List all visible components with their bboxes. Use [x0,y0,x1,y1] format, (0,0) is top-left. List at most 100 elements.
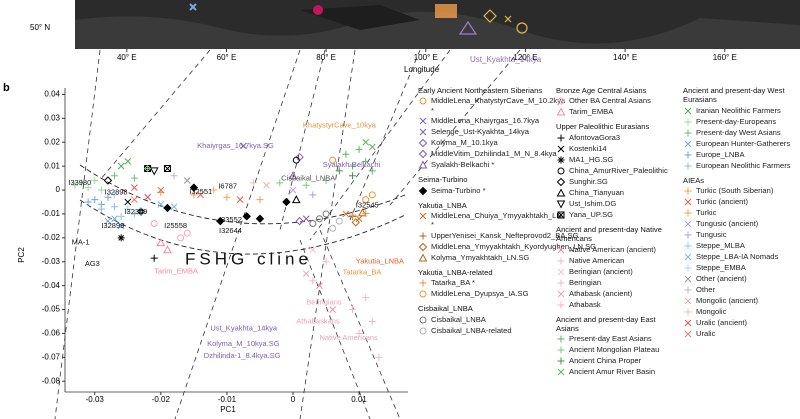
legend-label: Present-day East Asians [569,334,652,344]
legend-marker [684,330,692,338]
legend-marker [684,209,692,217]
legend-label: Ancient Mongolian Plateau [569,345,660,355]
y-tick-label: 0.02 [44,137,60,146]
data-point [309,277,317,285]
legend-label: Tungusic (ancient) [696,219,759,229]
map-marker [458,20,478,35]
data-point [131,196,138,203]
data-point [335,217,343,225]
panel-label: b [3,82,10,94]
legend-item: Tarim_EMBA [556,107,680,117]
legend-marker [556,107,566,116]
legend-marker [684,198,692,206]
legend-label: Turkic (ancient) [696,197,749,207]
data-point [97,186,105,194]
legend-item: Cisbaikal_LNBA [418,315,550,325]
legend-item: Ancient China Proper [556,356,680,366]
cline-label: FSHG cline [185,249,312,268]
legend-label: China_Tianyuan [569,187,625,197]
lon-tick-label: 140° E [613,53,637,62]
legend-group-title: AIEAs [683,175,705,185]
legend-label: European Hunter-Gatherers [696,138,791,148]
legend-swatch [419,128,427,136]
legend-label: Tungusic [696,230,727,240]
legend-swatch [684,140,692,148]
lon-tick-label: 40° E [117,53,137,62]
legend-swatch [418,150,428,159]
legend-marker [684,118,692,126]
data-point [355,145,363,153]
legend-label: Kolyma_Ymyakhtakh_LN.SG [431,252,530,262]
legend-item: China_AmurRiver_Paleolithic [556,166,680,176]
x-axis-title: PC1 [220,405,236,414]
legend-swatch [418,160,428,169]
legend-swatch [557,290,565,297]
legend-marker [556,177,566,187]
legend-group-title: Bronze Age Central Asians [556,86,647,95]
data-point [111,191,119,199]
data-point [137,208,145,216]
data-point [362,196,370,204]
annotation: Tatarka_BA [343,267,382,276]
data-point [375,353,383,361]
data-point [189,183,199,192]
legend-group-title: Upper Paleolithic Eurasians [556,122,650,132]
legend-label: Uralic (ancient) [696,318,748,328]
legend-label: Other BA Central Asians [569,96,651,106]
legend-swatch [556,200,566,209]
legend-label: Kostenki14 [569,143,607,153]
legend-swatch [419,117,427,125]
legend-marker [557,335,565,343]
legend-label: MiddleLena_Khaiyrgas_16.7kya [431,116,540,126]
legend-item: MiddleLena_Dyupsya_IA.SG [418,289,550,299]
data-point [91,196,99,204]
legend-item: Athabask (ancient) [556,289,680,299]
legend-swatch [684,107,692,115]
y-tick-label: -0.05 [42,305,61,314]
data-point [362,138,370,146]
legend-item: Seima-Turbino * [418,186,550,196]
legend-marker [684,231,692,239]
legend-column: Ancient and present-day West Eurasians Ir… [683,86,799,344]
data-point [149,167,159,176]
legend-label: Present-day West Asians [696,127,781,137]
legend-swatch [684,209,692,217]
legend-label: Other [696,285,715,295]
connector-line [299,49,356,419]
legend-swatch [557,134,565,142]
legend-label: AfontovaGora3 [569,132,621,142]
legend-item: Mongolic (ancient) [683,296,799,306]
map-marker [504,15,512,23]
legend-label: Tatarka_BA * [431,278,475,288]
data-point [103,176,113,185]
map-marker [516,22,528,34]
data-point [197,191,204,199]
data-point [84,198,92,206]
legend-label: Other (ancient) [696,274,747,284]
legend-marker [684,187,692,195]
data-point [150,220,158,228]
legend-column: Early Ancient Northeastern Siberians Midd… [418,86,596,341]
data-point [144,165,152,173]
legend-label: UpperYenisei_Kansk_Nefteprovod2_BA.SG [431,230,579,240]
data-point [362,157,370,165]
legend-group: AIEAs Turkic (South Siberian) Turkic (anci… [683,176,799,339]
legend-swatch [557,357,565,365]
annotation: Beringians [306,297,342,306]
annotation: I6787 [218,181,237,190]
legend-label: MiddleLena_KhatystyrCave_M_10.2kya * [431,96,566,115]
data-point [288,171,298,180]
legend-group: Upper Paleolithic Eurasians AfontovaGora3… [556,122,680,219]
lon-tick-label: 60° E [217,53,237,62]
y-axis-title: PC2 [17,247,26,263]
data-point [170,203,178,211]
legend-marker [419,327,427,335]
data-point [91,176,99,184]
legend-marker [684,129,692,137]
legend-marker [557,134,565,142]
legend-label: Athabask (ancient) [569,288,633,298]
legend-label: Native American [569,255,625,265]
legend-swatch [684,297,692,305]
legend-item: Steppe_MLBA [683,241,799,251]
legend-label: Turkic [696,208,717,218]
